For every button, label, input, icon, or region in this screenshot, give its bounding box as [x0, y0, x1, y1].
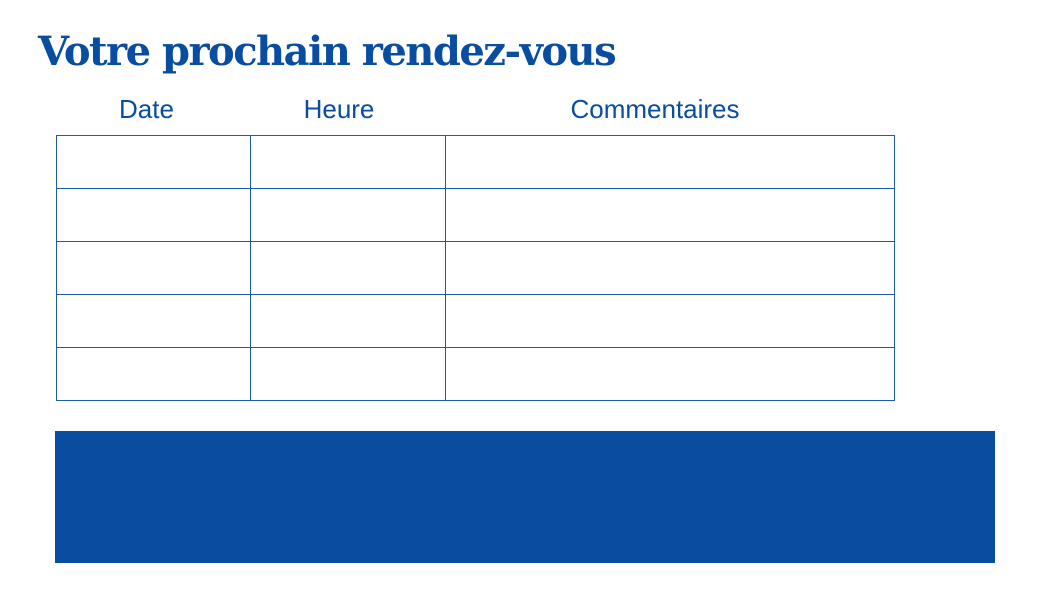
table-row	[56, 188, 895, 242]
commentaires-field[interactable]	[446, 242, 894, 294]
table-cell-commentaires	[445, 188, 895, 242]
table-cell-heure	[250, 188, 446, 242]
table-cell-date	[56, 347, 251, 401]
date-field[interactable]	[57, 189, 250, 241]
date-field[interactable]	[57, 295, 250, 347]
commentaires-field[interactable]	[446, 136, 894, 188]
appointment-table	[56, 135, 895, 401]
table-row	[56, 135, 895, 189]
commentaires-field[interactable]	[446, 348, 894, 400]
table-cell-date	[56, 188, 251, 242]
table-cell-commentaires	[445, 294, 895, 348]
blue-panel	[55, 431, 995, 563]
page-title: Votre prochain rendez-vous	[38, 28, 617, 75]
table-cell-date	[56, 241, 251, 295]
heure-field[interactable]	[251, 242, 445, 294]
column-header-date: Date	[119, 94, 174, 124]
table-cell-heure	[250, 294, 446, 348]
table-cell-heure	[250, 135, 446, 189]
date-field[interactable]	[57, 136, 250, 188]
date-field[interactable]	[57, 242, 250, 294]
table-cell-date	[56, 135, 251, 189]
heure-field[interactable]	[251, 189, 445, 241]
column-header-commentaires: Commentaires	[570, 94, 740, 124]
date-field[interactable]	[57, 348, 250, 400]
table-cell-date	[56, 294, 251, 348]
table-row	[56, 294, 895, 348]
table-cell-commentaires	[445, 135, 895, 189]
heure-field[interactable]	[251, 348, 445, 400]
commentaires-field[interactable]	[446, 295, 894, 347]
table-row	[56, 241, 895, 295]
commentaires-field[interactable]	[446, 189, 894, 241]
heure-field[interactable]	[251, 136, 445, 188]
table-cell-heure	[250, 241, 446, 295]
table-cell-commentaires	[445, 347, 895, 401]
table-cell-heure	[250, 347, 446, 401]
table-cell-commentaires	[445, 241, 895, 295]
heure-field[interactable]	[251, 295, 445, 347]
table-row	[56, 347, 895, 401]
column-header-heure: Heure	[303, 94, 375, 124]
